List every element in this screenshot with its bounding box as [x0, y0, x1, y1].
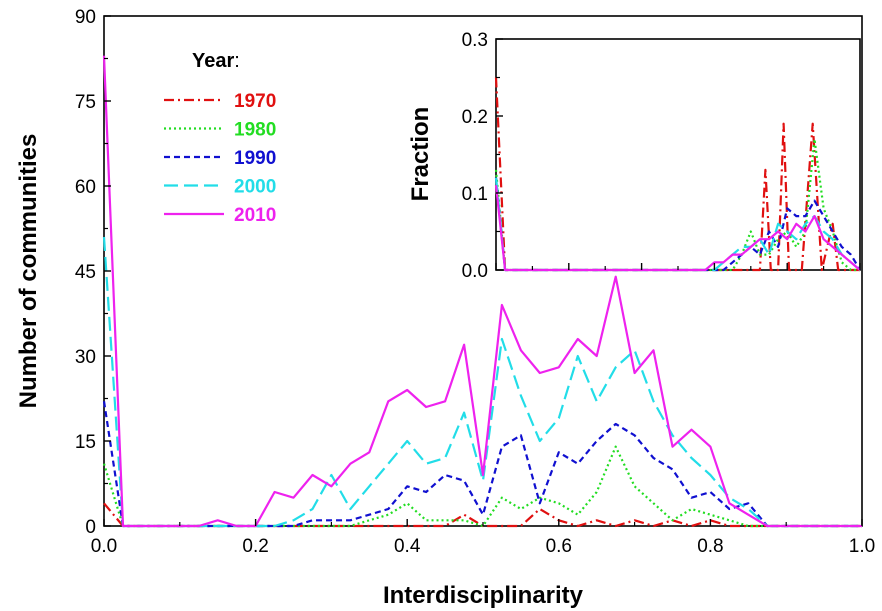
inset-x-ticks [495, 263, 861, 270]
main-y-tick-label: 60 [75, 177, 96, 198]
main-series-1990 [102, 401, 862, 528]
main-x-tick-label: 0.6 [546, 536, 572, 557]
inset-series-2000 [494, 177, 861, 272]
main-x-tick-label: 0.2 [242, 536, 268, 557]
legend-label-1970: 1970 [234, 91, 276, 112]
legend-title-word: Year [192, 50, 234, 72]
inset-plot-frame [495, 38, 861, 271]
legend-label-2000: 2000 [234, 177, 276, 198]
inset-y-axis-title: Fraction [407, 107, 434, 202]
inset-y-tick-label: 0.2 [462, 107, 488, 128]
main-series-1970 [103, 502, 862, 528]
main-y-tick-label: 45 [75, 262, 96, 283]
y-axis-title: Number of communities [15, 134, 42, 409]
x-axis-title: Interdisciplinarity [383, 582, 584, 609]
main-series-2010 [102, 55, 862, 528]
legend-label-2010: 2010 [234, 205, 276, 226]
main-series-1980 [102, 445, 862, 528]
legend-label-1980: 1980 [234, 120, 276, 141]
main-y-tick-label: 15 [75, 432, 96, 453]
main-plot: 0.0 0.2 0.4 0.6 0.8 1.0 0 15 30 45 60 75 90 [75, 7, 875, 557]
inset-series-1990 [494, 177, 861, 272]
main-x-tick-label: 0.8 [697, 536, 723, 557]
main-x-tick-label: 0.4 [394, 536, 421, 557]
inset-y-tick-label: 0.3 [462, 30, 488, 51]
legend-title: Year: [192, 50, 240, 72]
inset-series-1970 [494, 77, 860, 272]
legend-items: 1970 1980 1990 2000 2010 [164, 91, 276, 226]
inset-y-tick-label: 0.0 [462, 261, 488, 282]
main-y-tick-label: 75 [75, 92, 96, 113]
main-x-tick-label: 1.0 [849, 536, 875, 557]
main-y-tick-label: 90 [75, 7, 96, 28]
inset-y-tick-label: 0.1 [462, 184, 488, 205]
main-y-tick-label: 30 [75, 347, 96, 368]
main-series-group [102, 55, 862, 528]
legend: Year: 1970 1980 1990 2000 2010 [164, 50, 276, 226]
legend-label-1990: 1990 [234, 148, 276, 169]
main-y-tick-label: 0 [85, 517, 96, 538]
inset-series-group [494, 77, 861, 272]
main-y-ticks: 0 15 30 45 60 75 90 [75, 7, 111, 538]
main-series-2000 [102, 236, 862, 528]
main-x-ticks: 0.0 0.2 0.4 0.6 0.8 1.0 [91, 519, 875, 557]
legend-title-colon: : [234, 50, 240, 72]
inset-plot: 0.0 0.1 0.2 0.3 [462, 30, 861, 282]
main-x-tick-label: 0.0 [91, 536, 117, 557]
inset-y-ticks: 0.0 0.1 0.2 0.3 [462, 30, 503, 282]
inset-series-2010 [494, 185, 861, 272]
